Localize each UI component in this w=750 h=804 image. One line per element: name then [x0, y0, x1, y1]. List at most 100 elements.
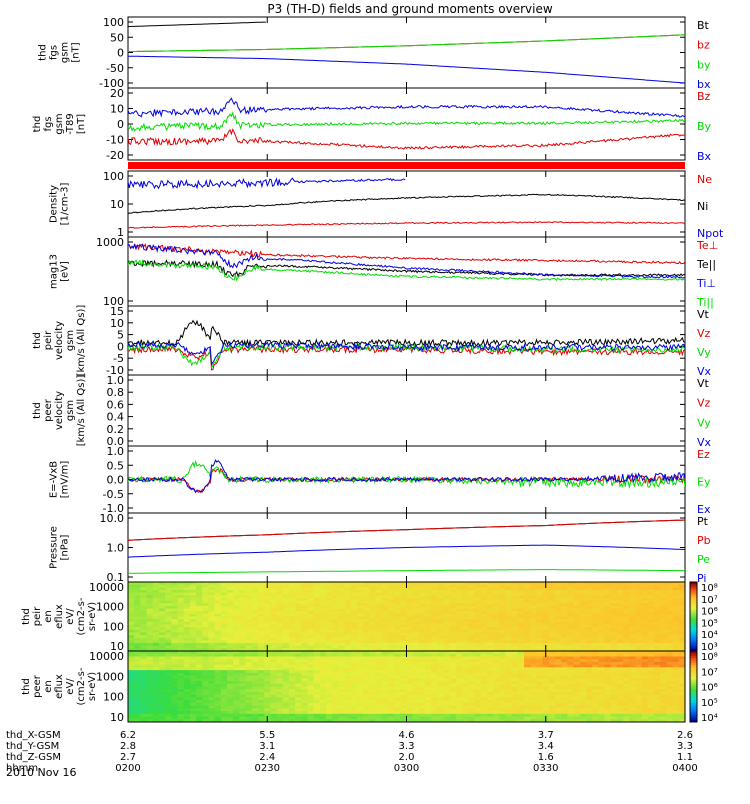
- y-axis-label: fgs: [43, 116, 54, 131]
- y-axis-label: [km/s (All Qs)]: [76, 305, 87, 377]
- y-axis-label: velocity: [54, 321, 65, 360]
- series-bt: [128, 22, 266, 27]
- y-axis-label: en: [43, 680, 54, 693]
- y-axis-label: [nT]: [71, 42, 82, 62]
- legend-bx: Bx: [697, 150, 712, 163]
- y-tick-label: 1000: [96, 236, 124, 249]
- series-by: [128, 113, 685, 131]
- y-axis-label: peir: [43, 330, 54, 350]
- panel-frame: [128, 171, 685, 237]
- legend-vy: Vy: [697, 416, 711, 429]
- y-tick-label: 10.0: [100, 512, 125, 525]
- y-axis-label: eV/: [65, 678, 76, 695]
- y-axis-label: gsm: [65, 330, 76, 351]
- series-pe: [128, 570, 685, 574]
- y-axis-label: thd: [32, 116, 43, 133]
- legend-pe: Pe: [697, 553, 710, 566]
- y-tick-label: 1000: [96, 601, 124, 614]
- y-tick-label: 0.4: [107, 411, 125, 424]
- y-tick-label: -20: [106, 149, 124, 162]
- y-tick-label: 100: [103, 620, 124, 633]
- y-axis-label: gsm: [60, 42, 71, 63]
- y-tick-label: 0: [117, 118, 124, 131]
- legend-vt: Vt: [697, 377, 710, 390]
- colorbar-label: 10⁷: [701, 595, 718, 606]
- y-tick-label: 100: [103, 691, 124, 704]
- y-axis-label: velocity: [54, 391, 65, 430]
- panel-frame: [128, 375, 685, 446]
- panel-frame: [128, 88, 685, 160]
- y-axis-label: Pressure: [49, 526, 60, 569]
- y-axis-label: peer: [43, 398, 54, 422]
- y-axis-label: [nT]: [76, 114, 87, 134]
- y-tick-label: 10000: [89, 581, 124, 594]
- series-bz: [128, 130, 685, 150]
- y-axis-label: (cm2-s-: [76, 667, 87, 705]
- y-axis-label: Density: [49, 185, 60, 223]
- series-by: [128, 35, 685, 52]
- y-axis-label: sr-eV): [87, 602, 98, 631]
- colorbar-label: 10⁶: [701, 607, 718, 618]
- legend-ne: Ne: [697, 173, 712, 186]
- series-pi: [128, 545, 685, 557]
- y-tick-label: 50: [110, 31, 124, 44]
- y-tick-label: 10: [110, 711, 124, 724]
- legend-vy: Vy: [697, 346, 711, 359]
- legend-ez: Ez: [697, 448, 710, 461]
- y-tick-label: -10: [106, 134, 124, 147]
- legend-te⊥: Te⊥: [696, 239, 718, 252]
- legend-bz: bz: [697, 39, 710, 52]
- series-ne: [128, 222, 685, 229]
- series-group: [128, 244, 685, 280]
- y-tick-label: 1000: [96, 670, 124, 683]
- y-axis-label: E=-VxB: [49, 461, 60, 498]
- y-tick-label: 10: [110, 103, 124, 116]
- y-tick-label: 20: [110, 87, 124, 100]
- plot-title: P3 (TH-D) fields and ground moments over…: [267, 2, 552, 16]
- legend-vz: Vz: [697, 397, 711, 410]
- legend-by: By: [697, 120, 712, 133]
- legend-te||: Te||: [696, 258, 716, 271]
- series-vt: [128, 321, 685, 346]
- y-axis-label: gsm: [65, 400, 76, 421]
- y-tick-label: 1.0: [107, 445, 125, 458]
- y-axis-label: eV/: [65, 608, 76, 625]
- y-tick-label: 1.0: [107, 542, 125, 555]
- y-axis-label: [mV/m]: [60, 461, 71, 499]
- y-axis-label: en: [43, 610, 54, 623]
- series-bx: [128, 56, 685, 83]
- series-pb: [128, 520, 685, 540]
- legend-vt: Vt: [697, 308, 710, 321]
- legend-pb: Pb: [697, 534, 711, 547]
- colorbar-label: 10⁵: [701, 618, 718, 629]
- series-te⊥: [128, 244, 685, 263]
- legend-ni: Ni: [697, 200, 708, 213]
- y-axis-label: thd: [38, 44, 49, 61]
- series-group: [128, 321, 685, 370]
- series-bx: [128, 98, 685, 117]
- series-group: [128, 178, 685, 228]
- y-tick-label: 0.2: [107, 423, 125, 436]
- y-axis-label: (cm2-s-: [76, 597, 87, 635]
- y-axis-label: [km/s (All Qs)]: [76, 375, 87, 447]
- y-axis-label: [nPa]: [60, 534, 71, 560]
- y-axis-label: -T89: [65, 113, 76, 135]
- spectrogram-cells: [128, 651, 686, 723]
- series-bz: [128, 35, 685, 52]
- series-group: [128, 22, 685, 83]
- legend-pt: Pt: [697, 515, 709, 528]
- series-npot: [128, 178, 405, 188]
- y-tick-label: -0.5: [103, 488, 124, 501]
- series-ni: [128, 194, 685, 213]
- y-tick-label: 10: [110, 198, 124, 211]
